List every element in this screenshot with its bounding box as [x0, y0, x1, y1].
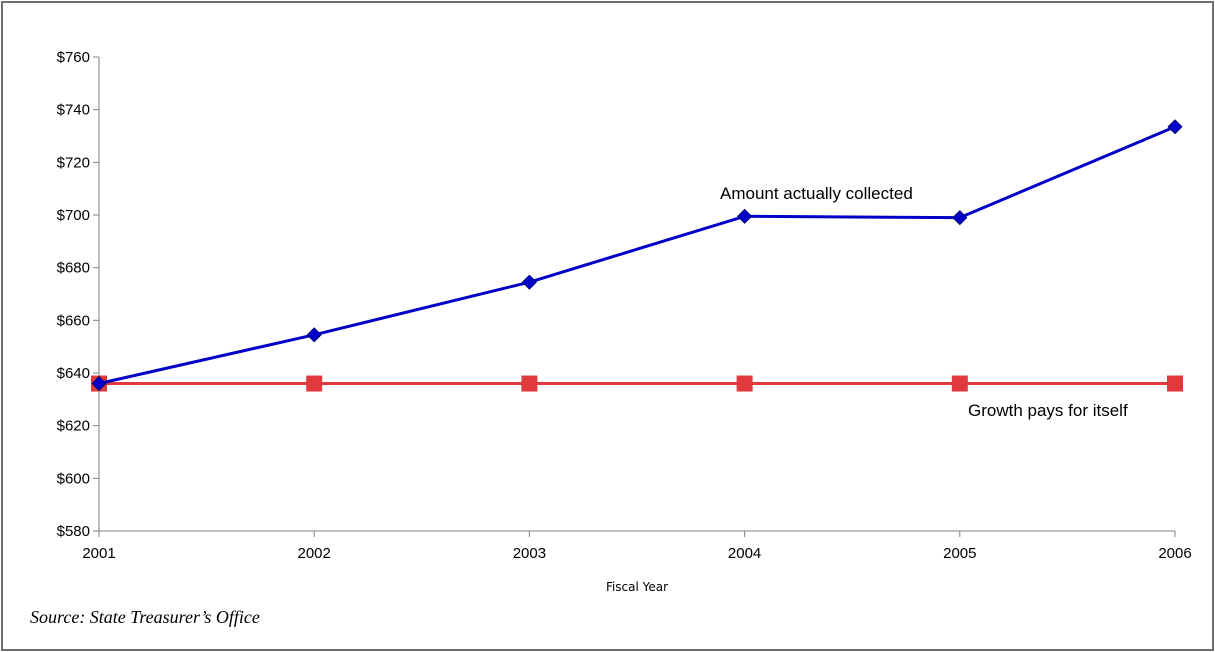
series-label-amount-collected: Amount actually collected — [720, 184, 913, 203]
growth-pays-point — [1167, 375, 1183, 392]
y-tick-label: $600 — [57, 470, 90, 487]
y-tick-label: $660 — [57, 312, 90, 329]
y-tick-label: $620 — [57, 418, 90, 435]
y-tick-label: $700 — [57, 207, 90, 224]
y-tick-label: $640 — [57, 365, 90, 382]
growth-pays-point — [951, 375, 968, 392]
amount-collected-point — [521, 274, 537, 290]
amount-collected-point — [306, 327, 322, 343]
amount-collected-point — [91, 375, 107, 392]
y-tick-label: $760 — [57, 49, 90, 66]
x-axis-title: Fiscal Year — [606, 580, 668, 594]
y-tick-label: $740 — [57, 102, 90, 119]
x-tick-label: 2002 — [298, 545, 331, 562]
x-tick-label: 2005 — [943, 545, 976, 562]
y-tick-label: $720 — [57, 154, 90, 171]
growth-pays-point — [306, 375, 323, 392]
amount-collected-point — [952, 210, 968, 226]
y-tick-label: $580 — [57, 523, 90, 540]
x-tick-label: 2003 — [513, 545, 546, 562]
series-label-growth-pays: Growth pays for itself — [968, 401, 1128, 420]
chart-marks — [91, 119, 1183, 392]
growth-pays-point — [521, 375, 538, 392]
chart-labels: $580 $600 $620 $640 $660 $680 $700 $720 $740 $760… — [57, 49, 1192, 594]
growth-pays-point — [736, 375, 753, 392]
amount-collected-point — [1167, 119, 1183, 135]
chart-axes — [93, 56, 1176, 537]
amount-collected-point — [737, 208, 753, 224]
amount-collected-line — [98, 125, 1176, 385]
x-tick-label: 2006 — [1158, 545, 1191, 562]
x-tick-label: 2004 — [728, 545, 761, 562]
x-tick-label: 2001 — [82, 545, 115, 562]
source-note: Source: State Treasurer’s Office — [30, 607, 260, 627]
y-tick-label: $680 — [57, 260, 90, 277]
